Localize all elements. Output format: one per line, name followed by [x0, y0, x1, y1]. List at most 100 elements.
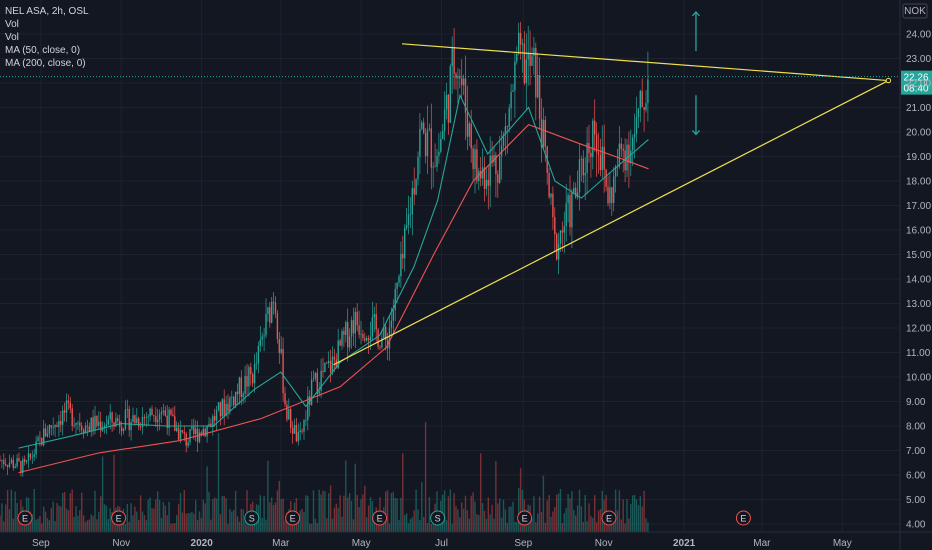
volume-bar	[52, 501, 54, 532]
candle	[588, 124, 590, 163]
volume-bar	[557, 493, 560, 532]
candle	[352, 307, 355, 347]
candle	[8, 454, 11, 469]
volume-bar	[39, 515, 41, 532]
candle	[552, 186, 554, 230]
candle	[50, 424, 52, 436]
currency-label[interactable]: NOK	[902, 3, 928, 19]
candle	[52, 417, 54, 436]
split-event-marker[interactable]: S	[430, 510, 446, 526]
candle	[533, 36, 535, 76]
event-label: E	[290, 514, 296, 524]
volume-bar	[223, 495, 225, 532]
candle	[122, 427, 125, 435]
legend-title[interactable]: NEL ASA, 2h, OSL	[5, 6, 89, 17]
earnings-event-marker[interactable]: E	[601, 510, 617, 526]
legend-volume[interactable]: Vol	[5, 19, 19, 30]
legend-volume-2[interactable]: Vol	[5, 32, 19, 43]
volume-bar	[533, 496, 535, 532]
candle	[88, 422, 90, 432]
volume-bar	[449, 489, 451, 532]
volume-bar	[430, 523, 432, 532]
candle	[474, 144, 476, 194]
volume-bar	[138, 520, 140, 532]
volume-bar	[204, 503, 206, 532]
volume-bar	[179, 493, 182, 532]
x-tick-label: Mar	[272, 538, 290, 549]
candle	[348, 328, 351, 352]
candles	[0, 21, 649, 477]
projection-down-arrow[interactable]	[691, 95, 700, 136]
candle	[164, 406, 166, 417]
x-tick-label: Sep	[32, 538, 50, 549]
candle	[22, 456, 24, 477]
volume-bar	[459, 517, 461, 532]
volume-bar	[10, 489, 13, 532]
volume-bar	[62, 492, 64, 532]
volume-bar	[584, 494, 586, 532]
candle	[643, 106, 645, 132]
candle	[635, 96, 638, 143]
candle	[415, 178, 417, 196]
volume-bar	[487, 497, 489, 532]
volume-bar	[345, 460, 347, 532]
candle	[426, 105, 429, 175]
candle	[3, 453, 5, 470]
candle	[436, 149, 438, 172]
candle	[462, 74, 465, 96]
last-price-text: 22.26	[903, 73, 928, 84]
candle	[153, 414, 155, 422]
volume-bar	[248, 523, 250, 532]
volume-bar	[94, 490, 96, 532]
earnings-event-marker[interactable]: E	[285, 510, 301, 526]
volume-bar	[630, 504, 632, 532]
earnings-event-marker[interactable]: E	[517, 510, 533, 526]
volume-bar	[35, 519, 37, 532]
volume-bar	[428, 497, 431, 532]
apex-handle[interactable]	[885, 77, 892, 84]
candle	[455, 72, 457, 90]
volume-bar	[234, 490, 237, 532]
split-event-marker[interactable]: S	[244, 510, 260, 526]
volume-bar	[6, 490, 9, 532]
volume-bar	[516, 521, 518, 532]
candle	[611, 186, 613, 216]
volume-bar	[54, 521, 56, 532]
candle	[267, 306, 269, 322]
earnings-event-marker[interactable]: E	[17, 510, 33, 526]
candle	[71, 404, 73, 432]
projection-up-arrow[interactable]	[691, 10, 700, 52]
candle	[248, 364, 250, 397]
volume-bar	[586, 521, 588, 532]
candle	[271, 296, 273, 324]
candle	[204, 427, 206, 438]
earnings-event-marker[interactable]: E	[111, 510, 127, 526]
volume-bar	[423, 516, 425, 532]
volume-bar	[550, 516, 552, 532]
upper-trendline[interactable]	[401, 43, 889, 82]
legend-ma50[interactable]: MA (50, close, 0)	[5, 45, 81, 56]
event-label: E	[740, 514, 746, 524]
volume-bar	[149, 497, 151, 532]
legend-ma200[interactable]: MA (200, close, 0)	[5, 58, 86, 69]
volume-bar	[637, 505, 640, 532]
candle	[126, 399, 128, 419]
candle	[75, 422, 77, 436]
volume-bar	[632, 495, 634, 532]
volume-bar	[195, 499, 197, 532]
volume-bar	[635, 499, 638, 532]
volume-bar	[597, 510, 600, 532]
candle	[514, 51, 516, 118]
earnings-event-marker[interactable]: E	[372, 510, 388, 526]
candle	[90, 417, 92, 437]
volume-bar	[500, 517, 503, 532]
volume-bar	[377, 522, 379, 532]
volume-bar	[386, 490, 389, 532]
earnings-event-marker[interactable]: E	[735, 510, 751, 526]
volume-bar	[238, 521, 241, 532]
candle	[480, 157, 482, 187]
x-tick-label: May	[352, 538, 371, 549]
lower-trendline[interactable]	[333, 80, 889, 366]
volume-bar	[622, 499, 624, 532]
